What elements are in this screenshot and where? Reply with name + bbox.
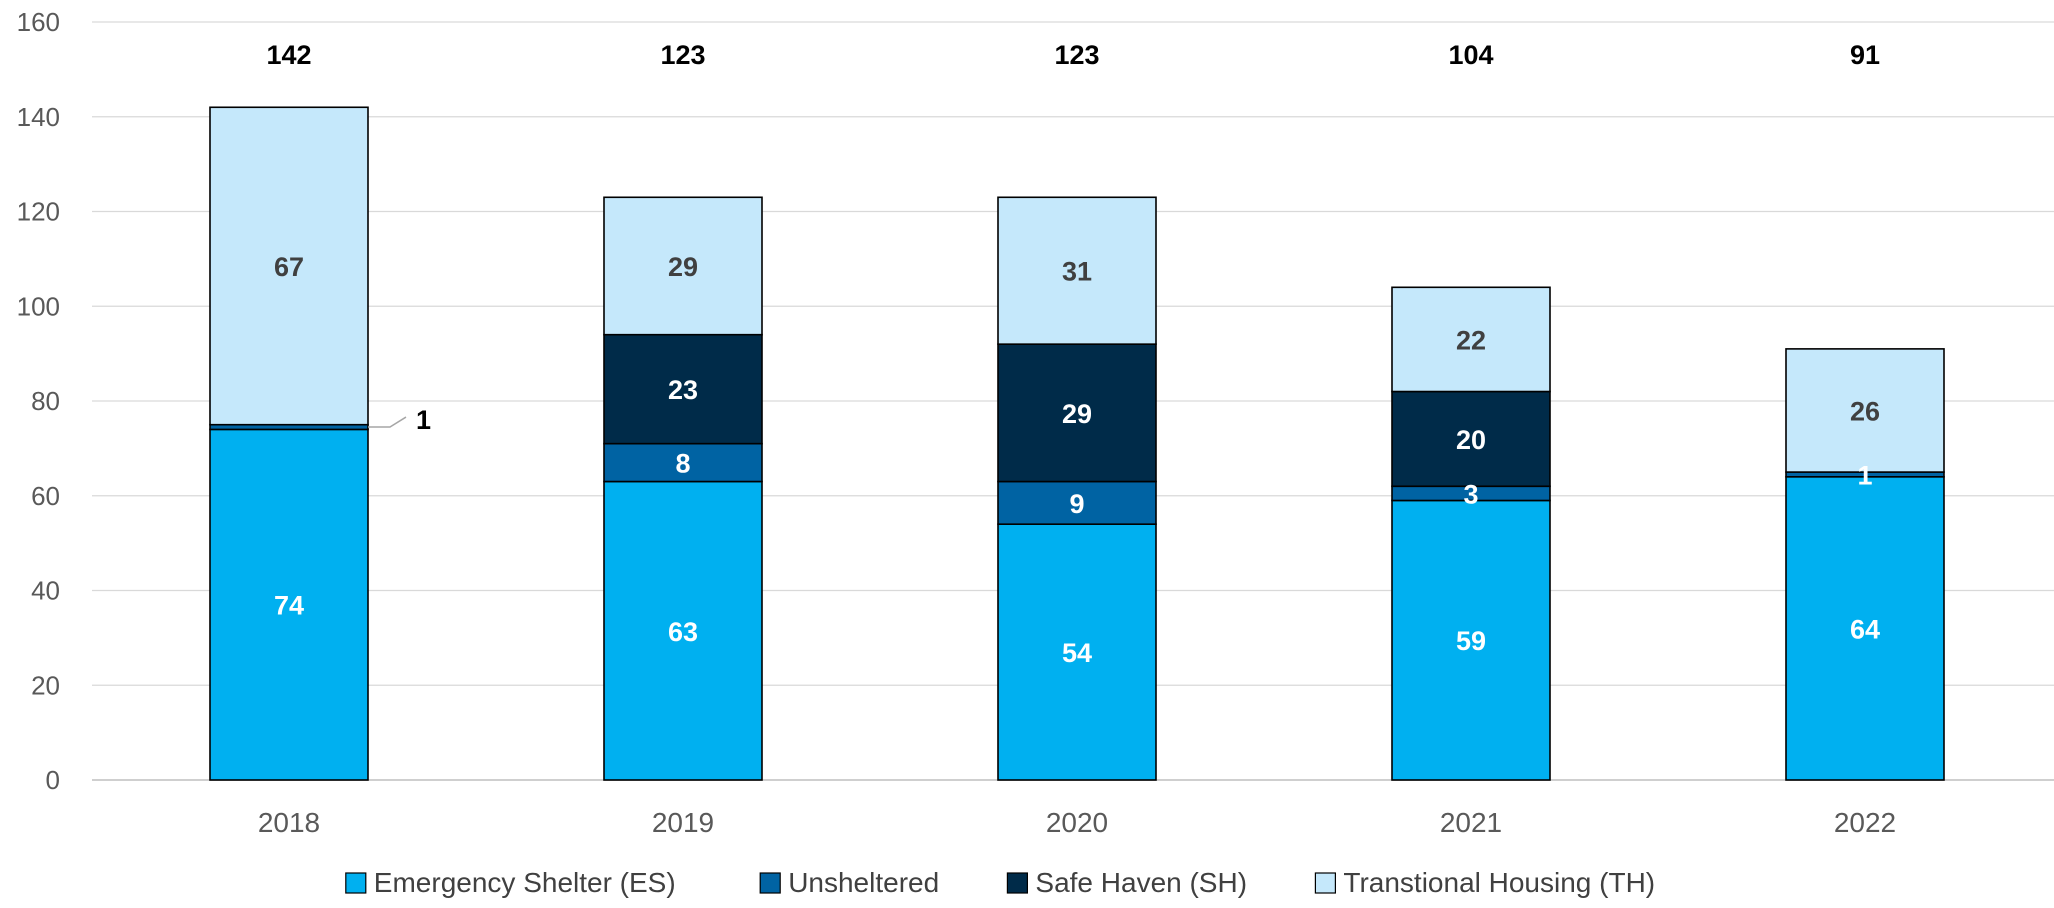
data-label-transtional-housing-th-2021: 22 xyxy=(1456,325,1486,355)
legend-item-unsheltered: Unsheltered xyxy=(759,867,939,898)
x-tick-label-2022: 2022 xyxy=(1834,807,1896,838)
data-label-unsheltered-2019: 8 xyxy=(675,449,690,479)
bar-emergency-shelter-es-2020 xyxy=(997,523,1157,781)
data-label-transtional-housing-th-2020: 31 xyxy=(1062,257,1092,287)
legend: Emergency Shelter (ES) Unsheltered Safe Ha… xyxy=(345,867,1655,898)
y-tick-label-40: 40 xyxy=(31,576,60,606)
bar-emergency-shelter-es-2021 xyxy=(1391,499,1551,781)
bar-transtional-housing-th-2019 xyxy=(603,196,763,336)
data-label-emergency-shelter-es-2021: 59 xyxy=(1456,626,1486,656)
x-axis: 2018 2019 2020 2021 2022 xyxy=(258,807,1896,838)
y-tick-label-60: 60 xyxy=(31,481,60,511)
legend-swatch-unsheltered xyxy=(759,872,781,894)
x-tick-label-2018: 2018 xyxy=(258,807,320,838)
legend-label-safe-haven-sh: Safe Haven (SH) xyxy=(1035,867,1247,898)
bar-emergency-shelter-es-2022 xyxy=(1785,475,1945,781)
y-tick-label-160: 160 xyxy=(17,7,60,37)
total-label-2018: 142 xyxy=(266,40,311,70)
data-label-emergency-shelter-es-2020: 54 xyxy=(1062,638,1092,668)
y-tick-label-120: 120 xyxy=(17,197,60,227)
bar-emergency-shelter-es-2019 xyxy=(603,480,763,781)
legend-item-safe-haven-sh: Safe Haven (SH) xyxy=(1006,867,1247,898)
data-label-transtional-housing-th-2018: 67 xyxy=(274,252,304,282)
bars xyxy=(209,106,1945,781)
callout-leader-line xyxy=(368,416,407,428)
legend-swatch-safe-haven-sh xyxy=(1006,872,1029,894)
total-label-2022: 91 xyxy=(1850,40,1880,70)
total-label-2020: 123 xyxy=(1054,40,1099,70)
y-tick-label-0: 0 xyxy=(46,765,60,795)
bar-transtional-housing-th-2022 xyxy=(1785,348,1945,473)
legend-label-transtional-housing-th: Transtional Housing (TH) xyxy=(1343,867,1655,898)
legend-item-transtional-housing-th: Transtional Housing (TH) xyxy=(1314,867,1655,898)
bar-safe-haven-sh-2021 xyxy=(1391,390,1551,488)
bar-transtional-housing-th-2021 xyxy=(1391,286,1551,393)
total-label-2021: 104 xyxy=(1448,40,1493,70)
data-label-safe-haven-sh-2019: 23 xyxy=(668,375,698,405)
data-labels: 74 1 67 142 63 8 23 29 123 54 9 29 31 123 59 3 20 22 104 64… xyxy=(266,40,1880,668)
legend-label-unsheltered: Unsheltered xyxy=(788,867,939,898)
bar-transtional-housing-th-2018 xyxy=(209,106,369,426)
legend-item-emergency-shelter-es: Emergency Shelter (ES) xyxy=(345,867,676,898)
bar-safe-haven-sh-2020 xyxy=(997,343,1157,483)
data-label-emergency-shelter-es-2019: 63 xyxy=(668,617,698,647)
data-label-transtional-housing-th-2019: 29 xyxy=(668,252,698,282)
data-label-unsheltered-2020: 9 xyxy=(1069,489,1084,519)
legend-swatch-emergency-shelter-es xyxy=(345,872,367,894)
data-label-unsheltered-2021: 3 xyxy=(1463,479,1478,509)
y-tick-label-100: 100 xyxy=(17,291,60,321)
bar-emergency-shelter-es-2018 xyxy=(209,428,369,781)
legend-label-emergency-shelter-es: Emergency Shelter (ES) xyxy=(374,867,676,898)
y-tick-label-20: 20 xyxy=(31,670,60,700)
data-label-emergency-shelter-es-2022: 64 xyxy=(1850,614,1880,644)
x-tick-label-2021: 2021 xyxy=(1440,807,1502,838)
data-label-transtional-housing-th-2022: 26 xyxy=(1850,396,1880,426)
y-tick-label-80: 80 xyxy=(31,386,60,416)
x-tick-label-2019: 2019 xyxy=(652,807,714,838)
data-label-unsheltered-2022: 1 xyxy=(1857,460,1872,490)
bar-transtional-housing-th-2020 xyxy=(997,196,1157,345)
bar-unsheltered-2019 xyxy=(603,442,763,483)
data-label-safe-haven-sh-2020: 29 xyxy=(1062,399,1092,429)
total-label-2019: 123 xyxy=(660,40,705,70)
legend-swatch-transtional-housing-th xyxy=(1314,872,1337,894)
data-label-safe-haven-sh-2021: 20 xyxy=(1456,425,1486,455)
y-axis: 0 20 40 60 80 100 120 140 160 xyxy=(17,7,60,795)
data-label-emergency-shelter-es-2018: 74 xyxy=(274,591,304,621)
y-tick-label-140: 140 xyxy=(17,102,60,132)
x-tick-label-2020: 2020 xyxy=(1046,807,1108,838)
bar-safe-haven-sh-2019 xyxy=(603,333,763,445)
data-label-unsheltered-2018: 1 xyxy=(416,405,431,435)
